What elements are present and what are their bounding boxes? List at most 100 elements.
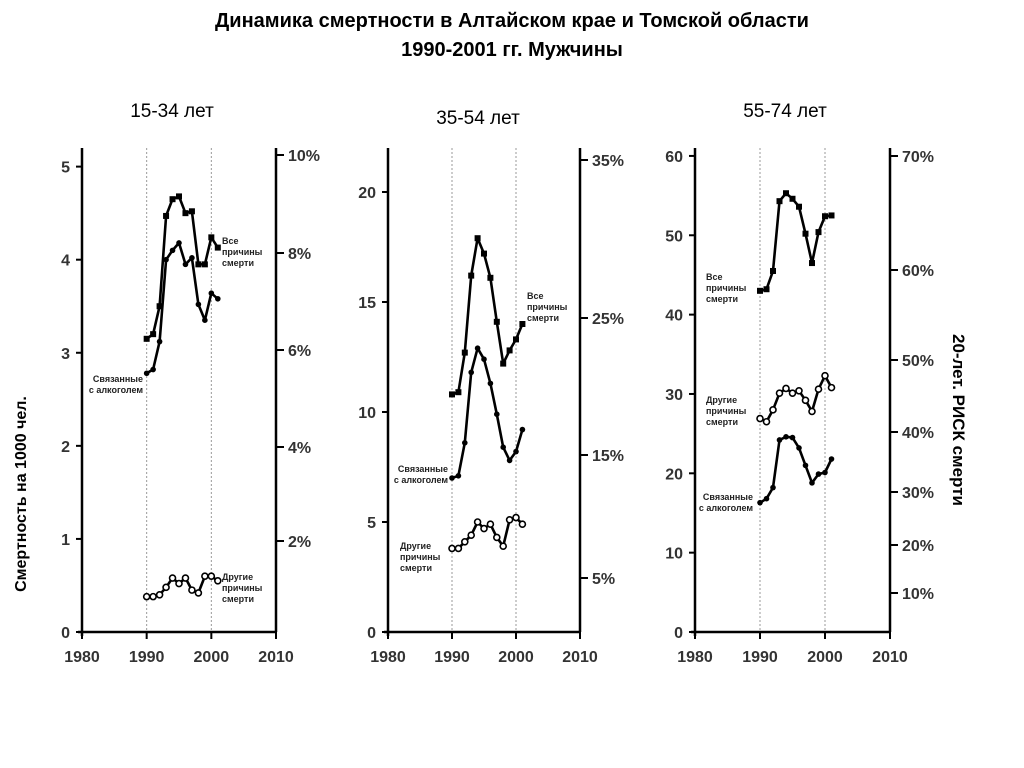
data-point [207,572,216,580]
series-1: Все причины смерти [706,190,835,304]
y-tick-label: 30 [665,387,683,404]
data-point [828,456,835,462]
data-point [461,349,468,356]
series-line [146,241,219,375]
data-point [474,235,481,242]
data-point [454,544,463,553]
data-point [182,210,189,217]
data-point [163,212,170,219]
data-point [202,317,208,323]
data-point [809,480,815,486]
data-point [775,389,784,397]
series-label-line: Все [706,272,723,282]
y-tick-label: 1 [61,532,70,549]
y2-tick-label: 40% [902,425,934,442]
x-tick-label: 2010 [258,649,294,666]
series-label-line: с алкоголем [89,385,144,395]
data-point [175,579,183,588]
data-point [162,583,170,592]
x-tick-label: 2000 [807,649,843,666]
data-point [156,338,163,345]
y-tick-label: 20 [358,185,376,202]
y-tick-label: 10 [358,405,376,422]
data-point [468,369,475,376]
data-point [188,586,196,594]
series-label-line: Другие [400,541,431,551]
data-point [493,318,500,325]
y2-tick-label: 60% [902,263,934,280]
data-point [801,396,810,405]
data-point [182,261,189,268]
data-point [822,213,828,220]
series-label-line: смерти [222,258,254,268]
data-point [513,336,519,343]
data-point [757,287,763,294]
y2-tick-label: 20% [902,538,934,555]
y2-tick-label: 8% [288,246,311,263]
panel-title: 55-74 лет [743,101,827,122]
data-point [513,448,519,455]
data-point [492,533,501,542]
series-label-line: смерти [222,594,254,604]
data-point [763,286,770,293]
data-point [460,537,469,546]
data-point [201,261,208,268]
series-label-line: смерти [527,313,559,323]
chart-subtitle: 1990-2001 гг. Мужчины [401,39,623,61]
y-tick-label: 5 [61,160,70,177]
data-point [763,495,770,502]
y-tick-label: 0 [61,625,70,642]
y2-tick-label: 10% [902,586,934,603]
y2-tick-label: 6% [288,343,311,360]
series-label-line: причины [706,283,747,293]
data-point [512,513,520,522]
y2-tick-label: 2% [288,534,311,551]
data-point [519,321,526,327]
series-label-line: смерти [400,563,432,573]
data-point [789,434,796,441]
data-point [499,542,508,551]
series-label-line: Связанные [398,464,448,474]
data-point [208,290,215,297]
data-point [518,520,527,529]
data-point [163,256,169,263]
y-tick-label: 3 [61,346,70,363]
x-tick-label: 1990 [129,649,165,666]
series-label: Все причины смерти [527,291,568,323]
series-label-line: смерти [706,417,738,427]
x-tick-label: 2000 [194,649,230,666]
data-point [176,193,182,200]
series-label-line: причины [222,247,263,257]
data-point [455,389,462,396]
data-point [168,574,177,582]
y-tick-label: 50 [665,228,683,245]
series-label-line: причины [706,406,747,416]
data-point [455,473,462,479]
x-tick-label: 2000 [498,649,534,666]
series-label-line: Связанные [703,492,753,502]
series-2: Связанные с алкоголем [394,345,526,485]
data-point [201,572,209,580]
x-tick-label: 1980 [370,649,406,666]
y2-tick-label: 70% [902,149,934,166]
series-label: Все причины смерти [222,236,263,268]
data-point [802,230,809,237]
data-point [796,203,802,210]
series-label-line: Все [222,236,239,246]
data-point [809,260,815,267]
series-label-line: смерти [706,294,738,304]
data-point [194,589,203,597]
data-point [776,198,783,205]
series-label: Другие причины смерти [706,395,747,427]
series-label-line: Все [527,291,544,301]
data-point [486,520,495,529]
data-point [449,475,455,481]
data-point [188,208,195,215]
series-label: Связанные с алкоголем [394,464,449,485]
data-point [150,366,156,373]
data-point [487,274,494,281]
data-point [155,590,164,599]
data-point [783,434,789,440]
series-label-line: Другие [222,572,253,582]
